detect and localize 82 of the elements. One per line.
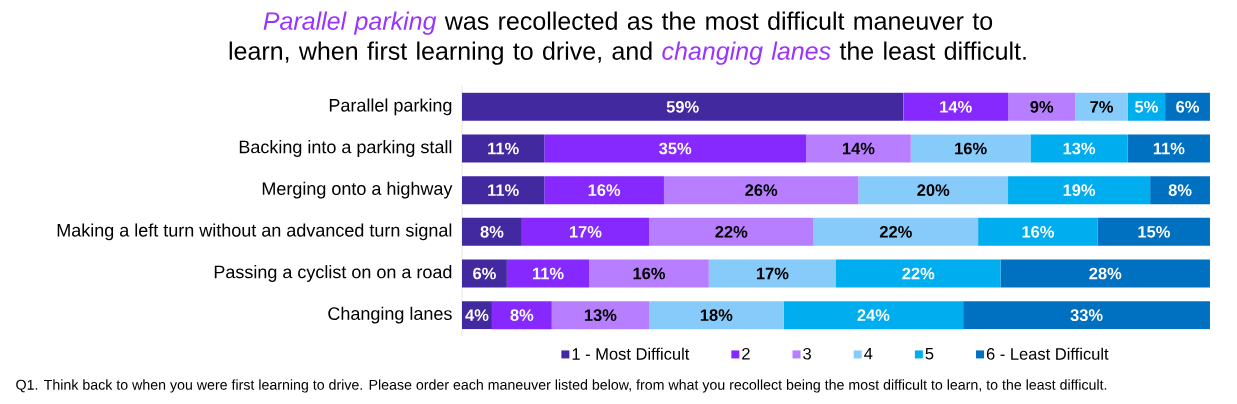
legend-label: 6 - Least Difficult — [986, 347, 1109, 360]
bar — [544, 134, 807, 163]
data-label: 20% — [917, 184, 950, 196]
data-label: 24% — [857, 309, 890, 321]
bar — [506, 259, 590, 288]
data-label: 13% — [1063, 142, 1096, 155]
data-label: 15% — [1138, 226, 1170, 238]
data-label: 11% — [533, 267, 564, 280]
bar — [462, 92, 904, 121]
y-tick-label: Backing into a parking stall — [239, 140, 452, 157]
chart-title: Parallel parking was recollected as the most difficult maneuver to learn, when first learning to drive, and changing lanes the least difficult. — [229, 11, 1026, 65]
data-label: 13% — [584, 309, 617, 322]
y-tick-label: Parallel parking — [329, 98, 452, 116]
y-tick-label: Passing a cyclist on on a road — [214, 265, 452, 282]
bar — [1000, 259, 1210, 288]
data-label: 28% — [1089, 267, 1122, 280]
bar — [649, 301, 784, 330]
data-label: 17% — [756, 267, 789, 280]
bar — [462, 217, 522, 246]
data-label: 14% — [842, 142, 875, 155]
data-label: 11% — [1153, 142, 1185, 155]
legend-label: 1 - Most Difficult — [572, 347, 690, 360]
bar — [589, 259, 709, 288]
bar — [1097, 217, 1210, 246]
data-label: 35% — [659, 142, 692, 155]
data-label: 17% — [569, 226, 602, 238]
data-label: 16% — [588, 184, 621, 196]
bar — [1008, 176, 1151, 205]
y-tick-label: Making a left turn without an advanced turn signal — [57, 223, 452, 241]
data-label: 33% — [1070, 309, 1103, 322]
legend-label: 3 — [803, 347, 811, 360]
bar — [1075, 92, 1128, 121]
bar — [978, 217, 1098, 246]
data-label: 9% — [1030, 100, 1054, 113]
bar — [963, 301, 1210, 330]
text: Q1. Think back to when you were first learning to drive. Please order each maneuver listed below, from what you recollect being the most difficult to learn, to the least difficult. — [16, 379, 1107, 393]
bar — [708, 259, 836, 288]
data-label: 8% — [510, 309, 534, 321]
bar — [544, 176, 664, 205]
bar — [813, 217, 979, 246]
data-label: 22% — [879, 225, 912, 238]
bar — [1030, 134, 1128, 163]
data-label: 22% — [715, 225, 748, 238]
bar — [903, 92, 1009, 121]
legend-label: 5 — [925, 347, 934, 360]
data-label: 19% — [1063, 184, 1096, 196]
data-label: 8% — [480, 225, 504, 238]
data-label: 11% — [488, 184, 519, 196]
bar — [836, 259, 1001, 288]
data-label: 16% — [633, 267, 666, 280]
data-label: 6% — [473, 267, 496, 280]
bar — [1008, 92, 1076, 121]
bar — [663, 176, 859, 205]
data-label: 16% — [955, 142, 987, 155]
bar — [783, 301, 964, 330]
bar — [491, 301, 552, 330]
bar — [649, 217, 814, 246]
data-label: 22% — [902, 267, 935, 280]
data-label: 6% — [1176, 100, 1200, 113]
data-label: 7% — [1090, 101, 1114, 113]
data-label: 26% — [745, 184, 778, 196]
bar — [521, 217, 649, 246]
y-tick-label: Changing lanes — [328, 306, 452, 324]
y-tick-label: Merging onto a highway — [262, 181, 453, 199]
data-label: 8% — [1168, 184, 1192, 196]
legend-label: 2 — [742, 347, 750, 360]
data-label: 18% — [700, 309, 733, 321]
bar — [462, 134, 545, 163]
data-label: 14% — [940, 101, 972, 113]
bar — [858, 176, 1009, 205]
bar — [462, 176, 545, 205]
bar — [1150, 176, 1210, 205]
bar — [806, 134, 911, 163]
bar — [910, 134, 1031, 163]
data-label: 59% — [666, 100, 699, 113]
data-label: 4% — [465, 309, 489, 321]
data-label: 16% — [1022, 225, 1055, 238]
bar — [551, 301, 649, 330]
data-label: 5% — [1134, 101, 1158, 113]
data-label: 11% — [488, 142, 519, 155]
bar — [1127, 134, 1210, 163]
legend-label: 4 — [864, 347, 873, 360]
